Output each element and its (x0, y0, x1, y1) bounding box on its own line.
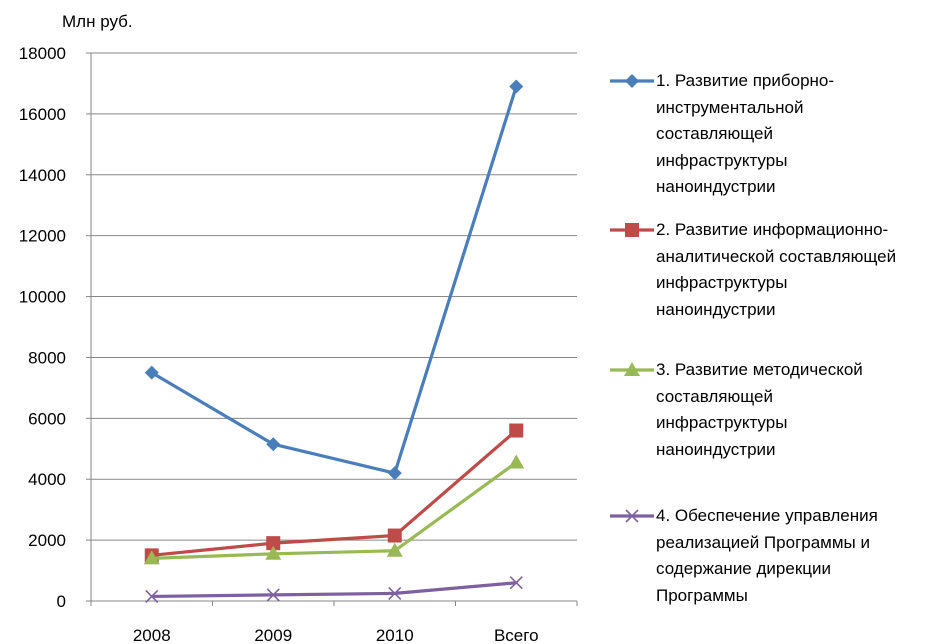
y-tick-label: 6000 (28, 409, 66, 428)
data-point (386, 542, 403, 557)
data-point (265, 545, 282, 560)
series-4 (145, 576, 523, 603)
x-tick-label: 2008 (133, 626, 171, 644)
series-line (151, 461, 518, 560)
series-line (150, 86, 518, 475)
y-axis-ticks: 0 2000 4000 6000 8000 10000 12000 14000 16000 180… (19, 44, 91, 611)
y-tick-label: 2000 (28, 531, 66, 550)
data-point (625, 223, 639, 237)
legend-label-2: 2. Развитие информационно- аналитической… (656, 220, 897, 319)
data-point (266, 588, 280, 602)
data-point (266, 536, 281, 551)
axes (90, 53, 577, 602)
series-1 (144, 79, 524, 481)
data-point (509, 423, 524, 438)
y-tick-label: 10000 (19, 288, 66, 307)
series-3 (143, 454, 525, 565)
data-point (143, 550, 160, 565)
y-tick-label: 14000 (19, 166, 66, 185)
legend-label-4: 4. Обеспечение управления реализацией Пр… (656, 506, 878, 605)
y-tick-label: 16000 (19, 105, 66, 124)
legend-marker-4 (610, 509, 654, 523)
legend-label-3: 3. Развитие методической составляющей ин… (656, 360, 863, 459)
series-group (143, 79, 525, 603)
data-point (387, 528, 402, 543)
legend-marker-3 (610, 362, 654, 376)
x-axis-ticks: 2008 2009 2010 Всего (90, 601, 578, 644)
data-point (508, 454, 525, 469)
x-tick-label: 2010 (376, 626, 414, 644)
series-2 (144, 423, 524, 563)
y-axis-unit-label: Млн руб. (62, 12, 133, 31)
y-tick-label: 18000 (19, 44, 66, 63)
data-point (509, 79, 524, 94)
legend-marker-2 (610, 223, 654, 237)
data-point (388, 586, 402, 600)
series-line (151, 429, 518, 557)
data-point (266, 437, 281, 452)
data-point (625, 74, 639, 88)
data-point (387, 466, 402, 481)
y-tick-label: 12000 (19, 227, 66, 246)
data-point (625, 509, 639, 523)
data-point (144, 365, 159, 380)
grid-lines (91, 52, 577, 541)
legend-label-1: 1. Развитие приборно- инструментальной с… (656, 71, 835, 196)
x-tick-label: Всего (494, 626, 539, 644)
y-tick-label: 4000 (28, 470, 66, 489)
data-point (509, 576, 523, 590)
legend-marker-1 (610, 74, 654, 88)
data-point (145, 589, 159, 603)
y-tick-label: 8000 (28, 348, 66, 367)
y-tick-label: 0 (57, 592, 66, 611)
series-line (151, 581, 517, 599)
x-tick-label: 2009 (254, 626, 292, 644)
data-point (624, 362, 640, 376)
